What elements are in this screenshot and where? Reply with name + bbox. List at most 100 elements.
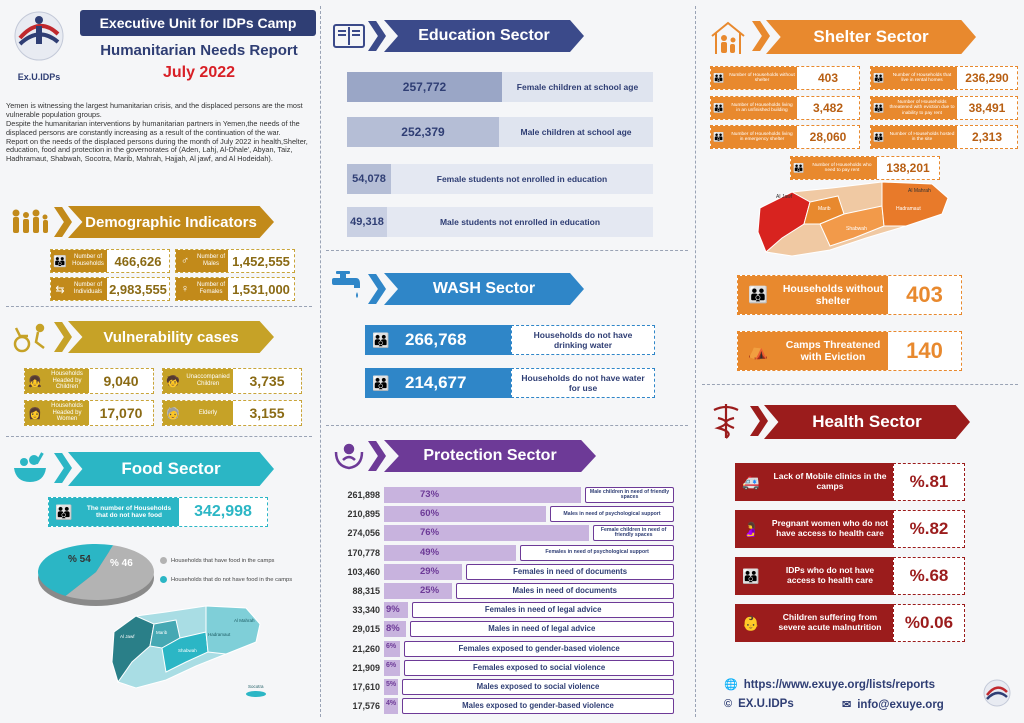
protection-row: 29,015 8% Males in need of legal advice: [334, 621, 674, 638]
education-row: 54,078 Female students not enrolled in e…: [347, 164, 653, 194]
protection-row: 261,898 73% Male children in need of frien…: [334, 487, 674, 503]
protection-percent: 73%: [420, 489, 440, 500]
legend-label: Households that do not have food in the …: [171, 576, 293, 583]
shelter-card: 👪 Number of Households hosted in the site…: [870, 125, 1018, 149]
shelter-label: Number of Households that live in rental…: [887, 67, 957, 89]
shelter-card: 👪 Number of Households without shelter 403: [710, 66, 860, 90]
map-label: Al Jawf: [776, 194, 793, 200]
protection-label: Females in need of documents: [466, 563, 674, 580]
protection-bar: [384, 544, 517, 561]
pregnant-woman-icon: 🤰: [742, 520, 760, 537]
family-icon: 👪: [49, 498, 79, 526]
education-bar: 257,772: [347, 72, 502, 102]
logo-text: Ex.U.IDPs: [17, 72, 61, 82]
without-shelter-label: Households without shelter: [778, 276, 888, 314]
family-icon: 👪: [372, 331, 390, 348]
demographic-banner: Demographic Indicators: [68, 206, 274, 238]
protection-bar: [384, 698, 398, 715]
vulnerability-card-unaccompanied: 🧒 Unaccompanied Children 3,735: [162, 368, 302, 394]
food-banner: Food Sector: [68, 452, 274, 486]
protection-bar-track: 4% Males exposed to gender-based violence: [384, 698, 674, 715]
protection-row: 17,610 5% Males exposed to social violence: [334, 679, 674, 695]
health-row: 🚑 Lack of Mobile clinics in the camps %.81: [735, 463, 965, 501]
shelter-value: 138,201: [886, 161, 930, 175]
camps-threatened-eviction: ⛺ Camps Threatened with Eviction 140: [737, 331, 962, 371]
wash-banner: WASH Sector: [384, 273, 584, 305]
child-icon: 🧒: [163, 369, 183, 393]
children-icon: 👶: [742, 614, 760, 631]
education-label: Female children at school age: [516, 82, 639, 92]
food-bowl-icon: [10, 450, 50, 486]
demographic-card-individuals: ⇆ Number of Individuals 2,983,555: [50, 277, 170, 301]
education-row: 257,772 Female children at school age: [347, 72, 653, 102]
protection-bar-track: 9% Females in need of legal advice: [384, 602, 674, 619]
protection-bar-track: 6% Females exposed to gender-based violen…: [384, 640, 674, 657]
health-label: Children suffering from severe acute mal…: [778, 612, 882, 632]
section-divider: [702, 384, 1018, 385]
food-title: Food Sector: [121, 459, 221, 478]
education-chevron-icon: [368, 21, 386, 51]
map-label: Hadramaut: [896, 206, 921, 212]
footer-copyright: EX.U.IDPs: [738, 698, 794, 710]
shelter-banner: Shelter Sector: [766, 20, 976, 54]
family-icon: 👪: [871, 126, 887, 148]
people-arrows-icon: ⇆: [51, 278, 69, 300]
protection-row: 88,315 25% Males in need of documents: [334, 583, 674, 599]
protection-label: Female children in need of friendly spac…: [593, 525, 674, 542]
wash-value-box: 👪 266,768: [365, 325, 511, 355]
protection-label: Males exposed to gender-based violence: [402, 698, 674, 715]
protection-count: 21,909: [352, 662, 380, 673]
protection-bar: [384, 602, 409, 619]
wash-row: 👪 266,768 Households do not have drinkin…: [365, 325, 655, 355]
protection-row: 33,340 9% Females in need of legal advice: [334, 602, 674, 619]
health-row: 👪 IDPs who do not have access to health c…: [735, 557, 965, 595]
demographic-card-females: ♀ Number of Females 1,531,000: [175, 277, 295, 301]
shelter-value: 28,060: [809, 130, 847, 144]
column-divider: [695, 6, 696, 717]
section-divider: [326, 250, 688, 251]
shelter-value: 236,290: [965, 71, 1009, 85]
column-divider: [320, 6, 321, 717]
protection-percent: 49%: [420, 546, 440, 558]
health-row: 🤰 Pregnant women who do not have access t…: [735, 510, 965, 548]
footer-email[interactable]: info@exuye.org: [857, 698, 944, 711]
protection-row: 103,460 29% Females in need of documents: [334, 563, 674, 580]
family-icon: 👪: [711, 97, 727, 119]
shelter-value: 3,482: [812, 101, 844, 115]
eviction-value: 140: [906, 338, 943, 363]
protection-count: 88,315: [352, 586, 380, 596]
caduceus-icon: [708, 402, 744, 440]
legend-label: Households that have food in the camps: [171, 557, 275, 564]
family-icon: 👪: [742, 567, 760, 584]
vulnerability-value: 3,155: [249, 405, 285, 421]
email-icon: ✉: [842, 699, 852, 711]
protection-count: 33,340: [352, 605, 380, 616]
pie-slice: [65, 545, 154, 600]
education-label: Male children at school age: [520, 127, 632, 137]
map-label: Marib: [156, 630, 168, 635]
vulnerability-value: 9,040: [103, 373, 139, 389]
footer-logo: [980, 676, 1014, 716]
footer-website[interactable]: https://www.exuye.org/lists/reports: [743, 678, 935, 691]
health-label: Lack of Mobile clinics in the camps: [773, 471, 887, 491]
shelter-card: 👪 Number of Households who need to pay re…: [790, 156, 940, 180]
protection-percent: 60%: [420, 508, 440, 520]
health-value: %.68: [893, 557, 965, 595]
health-label-box: 👪 IDPs who do not have access to health c…: [735, 557, 893, 595]
protection-label: Males in need of psychological support: [550, 506, 674, 523]
demographic-value: 466,626: [114, 253, 162, 269]
protection-count: 29,015: [352, 624, 380, 635]
protection-percent: 76%: [420, 527, 440, 539]
protection-bar: [384, 659, 401, 676]
logo: Ex.U.IDPs: [8, 8, 70, 82]
protection-count: 170,778: [347, 547, 380, 558]
protection-bar-track: 49% Females in need of psychological supp…: [384, 544, 674, 561]
food-stat-label: The number of Households that do not hav…: [79, 498, 179, 526]
protection-bar-track: 76% Female children in need of friendly s…: [384, 525, 674, 542]
wash-label: Households do not have water for use: [511, 368, 655, 398]
intro-text: Yemen is witnessing the largest humanita…: [6, 101, 314, 164]
shelter-label: Number of Households threatened with evi…: [887, 97, 957, 119]
intro-paragraph-1: Yemen is witnessing the largest humanita…: [6, 101, 303, 119]
shelter-label: Number of Households who need to pay ren…: [807, 157, 877, 179]
protection-count: 21,260: [352, 643, 380, 654]
